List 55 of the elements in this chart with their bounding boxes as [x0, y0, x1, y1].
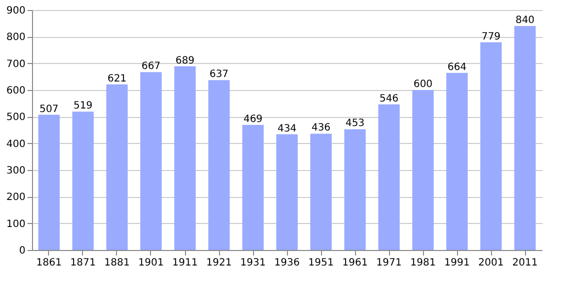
data-label: 434 [277, 123, 297, 134]
x-tick-label: 1881 [104, 258, 130, 268]
x-tick-label: 1911 [172, 258, 198, 268]
x-tick-label: 1961 [342, 258, 368, 268]
x-tick-label: 2011 [512, 258, 538, 268]
data-label: 689 [175, 55, 195, 66]
data-label: 453 [345, 118, 365, 130]
data-label: 519 [73, 100, 93, 112]
x-tick-label: 1991 [444, 258, 470, 268]
y-tick-label: 800 [6, 32, 26, 44]
bar [480, 42, 502, 250]
bar [242, 124, 264, 250]
bar [310, 134, 332, 250]
bar [276, 134, 298, 250]
data-label: 840 [515, 15, 535, 26]
x-tick-label: 1981 [410, 258, 436, 268]
x-tick-label: 1921 [206, 258, 232, 268]
data-label: 469 [243, 114, 263, 125]
x-tick-label: 2001 [478, 258, 504, 268]
bar [72, 112, 94, 250]
y-tick-label: 600 [6, 86, 26, 96]
y-tick-label: 0 [19, 246, 26, 256]
x-tick-label: 1936 [274, 258, 300, 268]
data-label: 667 [141, 61, 161, 72]
x-tick-label: 1951 [308, 258, 334, 268]
y-tick-label: 700 [6, 58, 26, 70]
bar [38, 114, 60, 250]
bar [106, 84, 128, 250]
x-tick-label: 1971 [376, 258, 402, 268]
x-tick-label: 1871 [70, 258, 96, 268]
y-tick-label: 400 [6, 138, 26, 150]
x-tick-label: 1901 [138, 258, 164, 268]
bar [140, 72, 162, 250]
data-label: 779 [481, 31, 501, 42]
bar [344, 129, 366, 250]
y-tick-label: 100 [6, 218, 26, 230]
y-tick-label: 300 [6, 166, 26, 176]
data-label: 436 [311, 122, 331, 134]
bar [378, 104, 400, 250]
x-tick-label: 1931 [240, 258, 266, 268]
y-tick-label: 500 [6, 112, 26, 124]
data-label: 600 [413, 79, 433, 90]
x-tick-label: 1861 [36, 258, 62, 268]
bar [412, 90, 434, 250]
bar [174, 66, 196, 250]
y-tick-label: 200 [6, 192, 26, 204]
bar [514, 26, 536, 250]
data-label: 546 [379, 93, 399, 104]
data-label: 637 [209, 69, 229, 80]
data-label: 621 [107, 73, 127, 84]
data-label: 664 [447, 62, 467, 73]
y-tick-label: 900 [6, 6, 26, 16]
data-label: 507 [39, 104, 59, 115]
bar [208, 80, 230, 250]
bar [446, 72, 468, 250]
